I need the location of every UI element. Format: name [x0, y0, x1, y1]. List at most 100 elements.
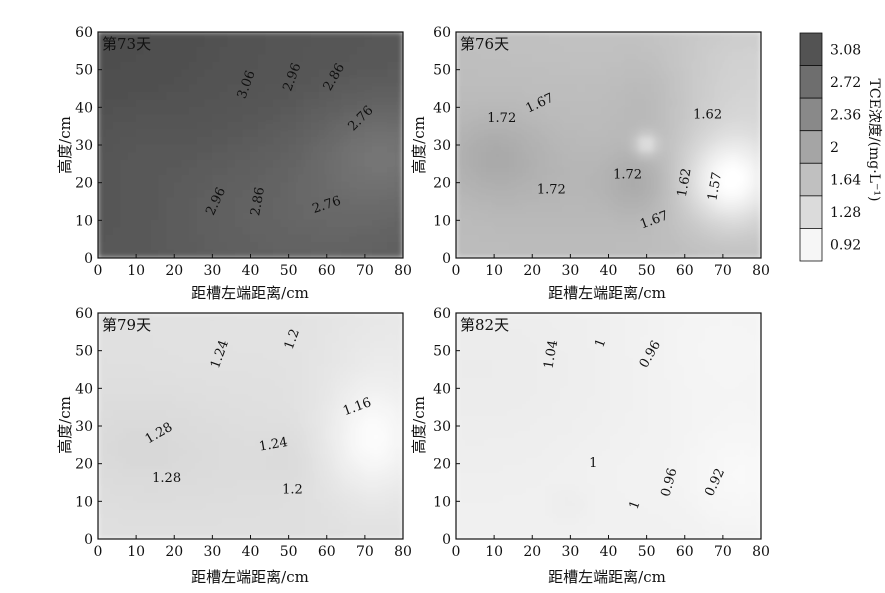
y-tick-label: 20	[433, 176, 451, 192]
concentration-field	[456, 32, 761, 258]
y-tick-label: 40	[433, 381, 451, 397]
panel-title-day-73: 第73天	[102, 35, 151, 53]
colorbar-tick-label: 1.28	[830, 205, 861, 221]
y-tick-label: 10	[433, 213, 451, 229]
x-tick-label: 30	[203, 263, 221, 279]
x-tick-label: 40	[600, 263, 618, 279]
colorbar-tick-label: 2.36	[830, 107, 861, 123]
contour-plot-day-76: 0 10 20 30 40 50 60 70 8001020304050601.671.721.…	[433, 25, 770, 279]
colorbar-tick-label: 2	[830, 140, 839, 156]
colorbar-segment	[799, 162, 823, 197]
x-tick-label: 40	[242, 544, 260, 560]
colorbar-segment	[799, 130, 823, 164]
x-tick-label: 30	[561, 544, 579, 560]
y-tick-label: 0	[84, 532, 93, 548]
x-tick-label: 30	[561, 263, 579, 279]
y-tick-label: 0	[442, 532, 451, 548]
y-tick-label: 60	[433, 25, 451, 41]
x-tick-label: 0	[452, 544, 461, 560]
x-tick-label: 50	[638, 544, 656, 560]
y-tick-label: 50	[433, 63, 451, 79]
colorbar-segment	[799, 65, 823, 99]
concentration-field	[98, 313, 403, 539]
y-tick-label: 40	[75, 381, 93, 397]
x-tick-label: 20	[165, 263, 183, 279]
x-tick-label: 80	[752, 544, 770, 560]
x-tick-label: 0	[94, 263, 103, 279]
colorbar-segment	[799, 228, 823, 262]
y-tick-label: 60	[75, 306, 93, 322]
contour-label: 1.72	[613, 168, 642, 183]
colorbar-title: TCE浓度/(mg·L⁻¹)	[866, 79, 882, 202]
x-tick-label: 60	[676, 544, 694, 560]
x-tick-label: 20	[523, 263, 541, 279]
x-tick-label: 10	[485, 544, 503, 560]
y-tick-label: 30	[75, 419, 93, 435]
y-tick-label: 50	[75, 344, 93, 360]
contour-label: 1.72	[537, 183, 566, 198]
colorbar: 3.08 2.72 2.36 2 1.64 1.28 0.92	[799, 32, 861, 262]
panel-title-day-79: 第79天	[102, 316, 151, 334]
concentration-field	[456, 313, 761, 539]
x-tick-label: 50	[280, 263, 298, 279]
contour-label: 1.2	[282, 483, 303, 498]
colorbar-tick-label: 3.08	[830, 42, 861, 58]
x-tick-label: 20	[165, 544, 183, 560]
y-axis-title-panel-3: 高度/cm	[56, 396, 74, 454]
y-tick-label: 60	[433, 306, 451, 322]
panel-title-day-82: 第82天	[460, 316, 509, 334]
x-tick-label: 30	[203, 544, 221, 560]
x-axis-title-panel-3: 距槽左端距离/cm	[191, 568, 309, 586]
x-tick-label: 50	[280, 544, 298, 560]
x-tick-label: 0	[452, 263, 461, 279]
x-tick-label: 70	[714, 544, 732, 560]
y-tick-label: 40	[75, 100, 93, 116]
x-tick-label: 70	[356, 263, 374, 279]
contour-label: 1	[589, 456, 597, 471]
x-tick-label: 10	[485, 263, 503, 279]
y-tick-label: 0	[442, 251, 451, 267]
y-tick-label: 50	[433, 344, 451, 360]
x-tick-label: 80	[752, 263, 770, 279]
colorbar-segment	[799, 32, 823, 66]
contour-label: 1.28	[152, 471, 181, 486]
y-tick-label: 10	[75, 213, 93, 229]
contour-label: 1.24	[258, 435, 289, 455]
y-tick-label: 40	[433, 100, 451, 116]
x-tick-label: 40	[242, 263, 260, 279]
x-tick-label: 20	[523, 544, 541, 560]
x-axis-title-panel-1: 距槽左端距离/cm	[191, 284, 309, 302]
y-tick-label: 0	[84, 251, 93, 267]
contour-label: 1.57	[705, 171, 725, 202]
y-axis-title-panel-2: 高度/cm	[410, 116, 428, 174]
x-tick-label: 80	[394, 263, 412, 279]
y-tick-label: 20	[433, 457, 451, 473]
x-tick-label: 60	[318, 544, 336, 560]
x-tick-label: 70	[714, 263, 732, 279]
x-tick-label: 50	[638, 263, 656, 279]
contour-label: 1.72	[487, 111, 516, 126]
x-tick-label: 70	[356, 544, 374, 560]
x-tick-label: 80	[394, 544, 412, 560]
y-tick-label: 50	[75, 63, 93, 79]
y-tick-label: 20	[75, 457, 93, 473]
x-tick-label: 10	[127, 263, 145, 279]
colorbar-tick-label: 2.72	[830, 75, 861, 91]
colorbar-segment	[799, 195, 823, 229]
contour-label: 1.04	[541, 339, 561, 370]
y-axis-title-panel-1: 高度/cm	[56, 116, 74, 174]
x-tick-label: 60	[676, 263, 694, 279]
y-tick-label: 30	[75, 138, 93, 154]
y-tick-label: 30	[433, 138, 451, 154]
y-tick-label: 10	[433, 494, 451, 510]
y-tick-label: 20	[75, 176, 93, 192]
contour-label: 2.86	[248, 186, 268, 217]
colorbar-tick-label: 1.64	[830, 173, 861, 189]
x-tick-label: 40	[600, 544, 618, 560]
